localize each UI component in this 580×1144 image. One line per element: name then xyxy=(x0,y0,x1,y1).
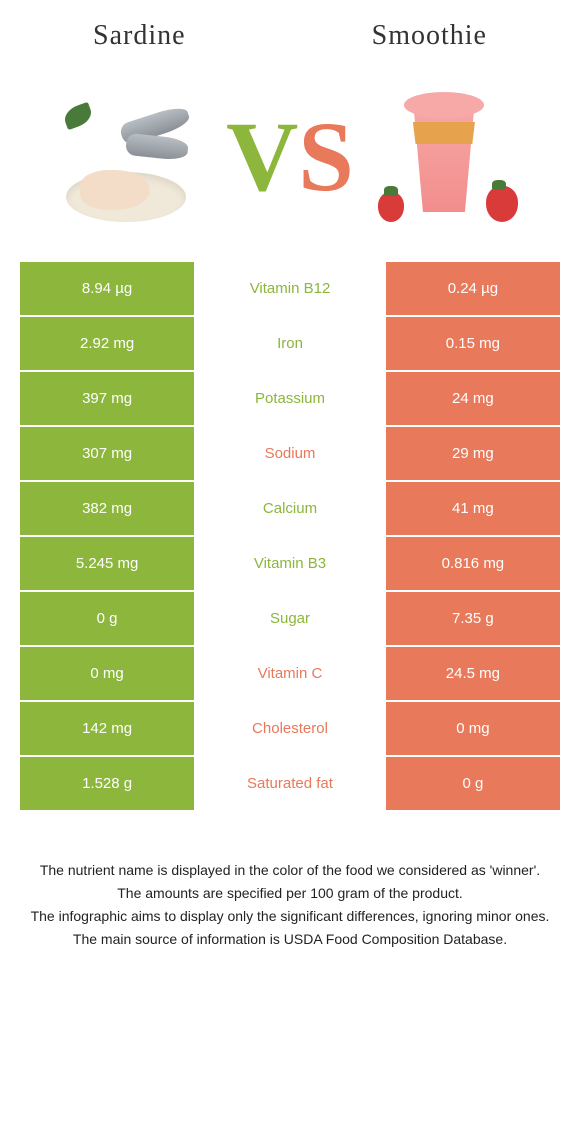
value-right: 41 mg xyxy=(386,482,560,535)
table-row: 0 gSugar7.35 g xyxy=(20,592,560,645)
value-left: 0 g xyxy=(20,592,194,645)
table-row: 1.528 gSaturated fat0 g xyxy=(20,757,560,810)
nutrient-table: 8.94 µgVitamin B120.24 µg2.92 mgIron0.15… xyxy=(20,262,560,810)
footer-line: The main source of information is USDA F… xyxy=(28,929,552,950)
table-row: 2.92 mgIron0.15 mg xyxy=(20,317,560,370)
nutrient-label: Potassium xyxy=(194,372,386,425)
nutrient-label: Vitamin C xyxy=(194,647,386,700)
value-left: 307 mg xyxy=(20,427,194,480)
value-left: 397 mg xyxy=(20,372,194,425)
value-right: 29 mg xyxy=(386,427,560,480)
nutrient-label: Vitamin B3 xyxy=(194,537,386,590)
value-left: 8.94 µg xyxy=(20,262,194,315)
table-row: 307 mgSodium29 mg xyxy=(20,427,560,480)
value-right: 0 mg xyxy=(386,702,560,755)
table-row: 382 mgCalcium41 mg xyxy=(20,482,560,535)
value-left: 382 mg xyxy=(20,482,194,535)
value-left: 2.92 mg xyxy=(20,317,194,370)
footer-notes: The nutrient name is displayed in the co… xyxy=(0,810,580,950)
value-right: 0 g xyxy=(386,757,560,810)
value-left: 0 mg xyxy=(20,647,194,700)
value-right: 0.15 mg xyxy=(386,317,560,370)
vs-s: S xyxy=(298,101,354,212)
vs-v: V xyxy=(226,101,298,212)
nutrient-label: Sugar xyxy=(194,592,386,645)
nutrient-label: Iron xyxy=(194,317,386,370)
nutrient-label: Vitamin B12 xyxy=(194,262,386,315)
value-right: 24.5 mg xyxy=(386,647,560,700)
value-right: 24 mg xyxy=(386,372,560,425)
title-right: Smoothie xyxy=(372,20,487,52)
nutrient-label: Calcium xyxy=(194,482,386,535)
nutrient-label: Saturated fat xyxy=(194,757,386,810)
vs-graphic: VS xyxy=(226,107,354,207)
value-left: 1.528 g xyxy=(20,757,194,810)
table-row: 142 mgCholesterol0 mg xyxy=(20,702,560,755)
header: Sardine Smoothie xyxy=(0,0,580,62)
value-right: 0.816 mg xyxy=(386,537,560,590)
footer-line: The amounts are specified per 100 gram o… xyxy=(28,883,552,904)
smoothie-illustration xyxy=(374,92,524,222)
table-row: 5.245 mgVitamin B30.816 mg xyxy=(20,537,560,590)
hero: VS xyxy=(0,62,580,262)
nutrient-label: Sodium xyxy=(194,427,386,480)
title-left: Sardine xyxy=(93,20,186,52)
value-right: 7.35 g xyxy=(386,592,560,645)
value-left: 142 mg xyxy=(20,702,194,755)
table-row: 0 mgVitamin C24.5 mg xyxy=(20,647,560,700)
footer-line: The nutrient name is displayed in the co… xyxy=(28,860,552,881)
nutrient-label: Cholesterol xyxy=(194,702,386,755)
table-row: 8.94 µgVitamin B120.24 µg xyxy=(20,262,560,315)
table-row: 397 mgPotassium24 mg xyxy=(20,372,560,425)
footer-line: The infographic aims to display only the… xyxy=(28,906,552,927)
value-right: 0.24 µg xyxy=(386,262,560,315)
value-left: 5.245 mg xyxy=(20,537,194,590)
sardine-illustration xyxy=(56,92,206,222)
